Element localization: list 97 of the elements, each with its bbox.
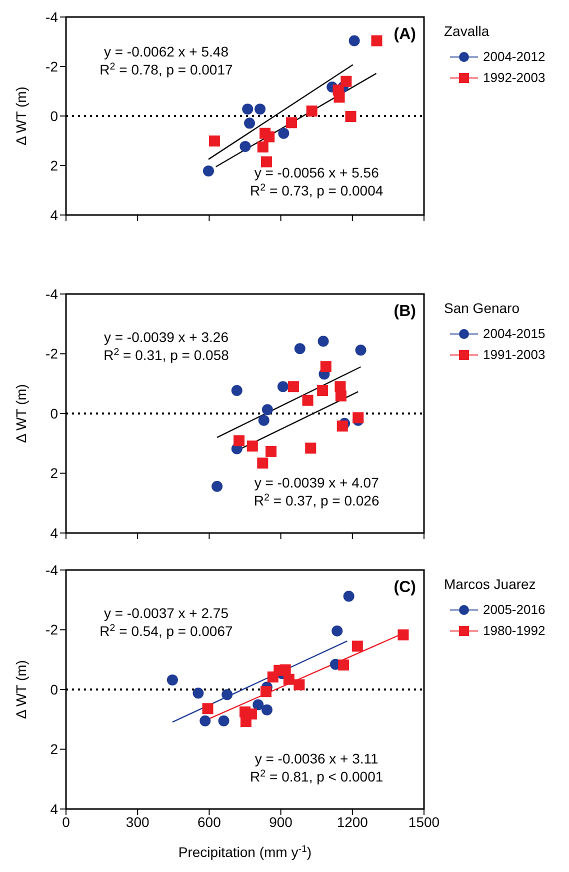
y-tick-label: 4 [50,524,58,541]
legend-label: 1980-1992 [483,623,546,638]
point [278,128,290,139]
legend-label: 2004-2012 [483,49,546,64]
point [242,104,254,115]
point [317,384,328,396]
x-tick-label: 900 [269,814,293,830]
point [208,135,220,146]
point [352,412,364,424]
point [222,689,233,700]
y-tick-label: 0 [50,405,58,422]
point [266,446,277,457]
point [277,381,288,392]
point [338,660,350,671]
legend-label: 2004-2015 [483,326,546,341]
point [202,165,214,176]
x-tick-label: 0 [62,814,70,830]
annotation: y = -0.0036 x + 3.11 R$^{2}$ = 0.81, p < 0.0001 [250,750,384,785]
legend-title: Marcos Juarez [444,576,537,592]
y-tick-label: -2 [46,346,58,362]
point [340,76,352,87]
point [200,715,211,726]
y-tick-label: 2 [50,157,58,174]
point [240,140,251,152]
point [305,442,316,454]
y-tick-label: 2 [50,741,58,758]
point [240,716,252,727]
point [294,679,305,690]
y-tick-label: -2 [46,58,58,74]
point [355,344,366,356]
point [348,35,360,46]
point [302,394,314,406]
x-tick-label: 1500 [408,814,440,830]
point [260,686,272,698]
point [258,414,270,426]
y-tick-label: -2 [46,622,58,638]
point [218,715,230,726]
legend-label: 1991-2003 [483,347,546,362]
point [332,625,343,636]
point [335,390,346,402]
point [318,336,329,347]
point [257,141,268,152]
y-tick-label: 0 [50,108,58,124]
annotation: y = -0.0056 x + 5.56 R$^{2}$ = 0.73, p = 0.0004 [250,164,384,198]
annotation: y = -0.0039 x + 4.07 R$^{2}$ = 0.37, p = 0.026 [254,474,380,509]
point [260,156,272,168]
annotation: y = -0.0062 x + 5.48 R$^{2}$ = 0.78, p = 0.0017 [100,44,234,78]
point [283,674,294,685]
point [345,110,356,122]
legend-title: Zavalla [444,23,490,39]
point [231,384,242,396]
point [320,361,332,372]
legend-label: 1992-2003 [483,70,546,85]
legend-title: San Genaro [444,300,520,316]
x-tick-label: 1200 [336,814,368,830]
y-tick-label: 4 [50,206,58,223]
point [254,104,266,115]
y-axis-title: Δ WT (m) [13,384,29,443]
point [244,118,256,129]
point [334,92,345,103]
point [398,629,409,640]
point [257,458,268,469]
x-tick-label: 300 [126,814,150,830]
legend-label: 2005-2016 [483,602,546,617]
y-tick-label: 2 [50,465,58,482]
point [352,640,363,652]
point [192,688,204,699]
y-tick-label: 4 [50,800,58,817]
point [336,420,348,432]
point [343,590,354,602]
point [294,343,306,354]
text: (B) [394,303,416,320]
point [246,440,258,452]
point [262,404,273,416]
y-axis-title: Δ WT (m) [13,660,29,719]
point [264,131,275,142]
point [306,106,318,117]
point [286,117,298,128]
x-axis-title: Precipitation (mm y$^{-1}$) [178,844,312,860]
y-axis-title: Δ WT (m) [13,86,29,146]
y-tick-label: -4 [46,8,58,25]
point [288,381,299,392]
y-tick-label: -4 [46,562,58,578]
text: (C) [394,579,416,596]
point [212,480,223,492]
y-tick-label: -4 [46,286,58,302]
y-tick-label: 0 [50,681,58,698]
annotation: y = -0.0037 x + 2.75 R$^{2}$ = 0.54, p = 0.0067 [100,604,234,639]
point [261,704,272,716]
annotation: y = -0.0039 x + 3.26 R$^{2}$ = 0.31, p = 0.058 [104,328,230,363]
point [202,703,214,714]
text: (A) [394,26,416,43]
point [166,674,178,686]
point [252,699,264,710]
point [234,435,245,446]
x-tick-label: 600 [198,814,222,830]
point [371,35,382,46]
